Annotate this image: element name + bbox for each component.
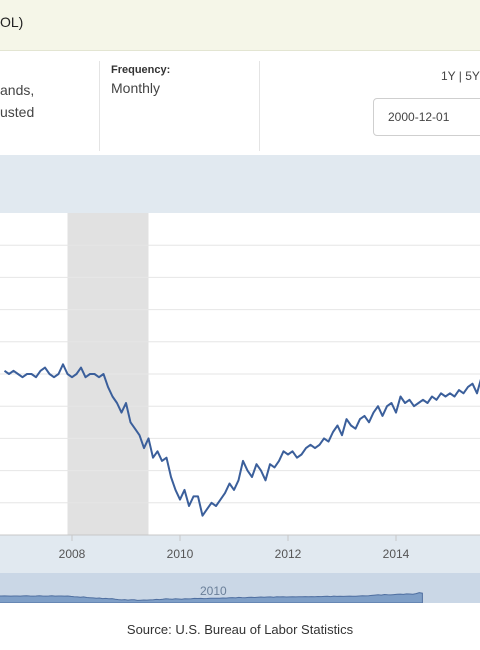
x-tick-label: 2008	[59, 547, 86, 561]
navigator-series-area	[0, 592, 423, 604]
units-line: usted	[0, 104, 35, 120]
x-tick-label: 2010	[167, 547, 194, 561]
meta-divider	[259, 61, 260, 151]
chart-area: 2008 2010 2012 2014	[0, 213, 480, 573]
units-line: ands,	[0, 82, 35, 98]
x-tick-label: 2014	[383, 547, 410, 561]
series-meta-row: ands, usted Frequency: Monthly 1Y | 5Y	[0, 51, 480, 154]
line-chart: 2008 2010 2012 2014	[0, 213, 480, 561]
x-tick-label: 2012	[275, 547, 302, 561]
series-title-bar: OL)	[0, 0, 480, 51]
frequency-label: Frequency:	[111, 64, 171, 76]
navigator-year-label: 2010	[200, 584, 227, 598]
meta-divider	[99, 61, 100, 151]
range-navigator[interactable]: 2010	[0, 573, 480, 604]
range-links[interactable]: 1Y | 5Y	[441, 69, 480, 83]
series-title: OL)	[0, 14, 24, 30]
navigator-chart[interactable]: 2010	[0, 573, 480, 604]
series-line	[3, 363, 480, 517]
units-label: ands, usted	[0, 79, 34, 123]
source-note: Source: U.S. Bureau of Labor Statistics	[126, 622, 354, 637]
frequency-value: Monthly	[111, 80, 161, 96]
start-date-input[interactable]	[373, 98, 480, 136]
chart-toolbar	[0, 155, 480, 213]
